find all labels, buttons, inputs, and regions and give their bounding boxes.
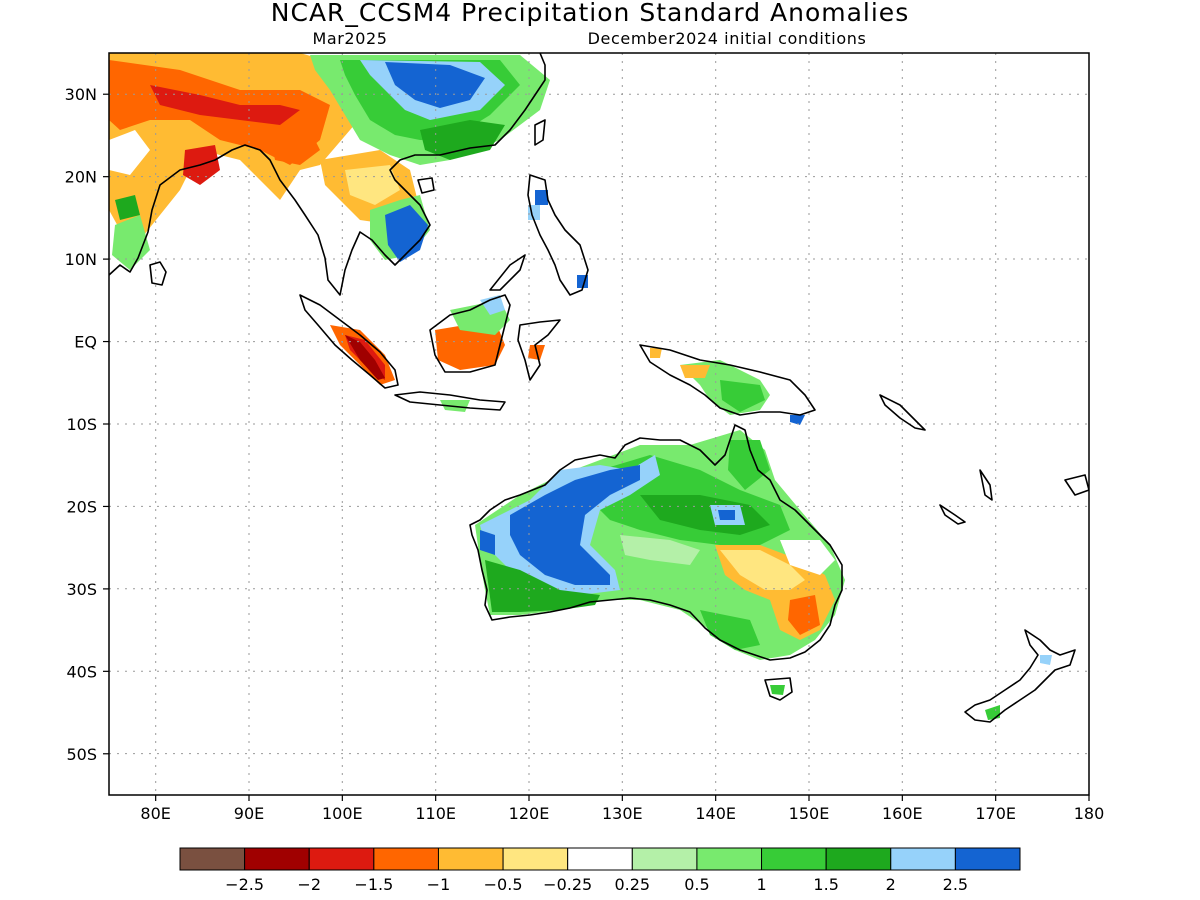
lon-tick-label: 140E [695,804,736,823]
colorbar-swatch [244,847,310,871]
colorbar-swatch [437,847,504,871]
colorbar-swatch [373,847,439,871]
lat-tick-label: 50S [66,745,97,764]
lon-tick-label: 120E [509,804,550,823]
anomaly-shading [109,53,1052,720]
latitude-axis: 30N 20N 10N EQ 10S 20S 30S 40S 50S [65,85,109,764]
colorbar-label: −2.5 [225,875,264,894]
lat-tick-label: EQ [74,333,97,352]
colorbar-swatch [502,847,569,871]
colorbar-swatch [696,847,763,871]
lat-tick-label: 30N [65,85,97,104]
lat-tick-label: 40S [66,662,97,681]
lat-tick-label: 30S [66,580,97,599]
colorbar-label: 1 [756,875,766,894]
lon-tick-label: 160E [882,804,923,823]
lon-tick-label: 100E [322,804,363,823]
lon-tick-label: 180 [1074,804,1105,823]
valid-month-label: Mar2025 [312,29,387,48]
init-conditions-label: December2024 initial conditions [588,29,867,48]
colorbar-swatch [308,847,375,871]
colorbar-label: −0.5 [484,875,523,894]
colorbar-swatch [567,847,633,871]
lat-tick-label: 20N [65,168,97,187]
colorbar-label: 1.5 [813,875,838,894]
lon-tick-label: 130E [602,804,643,823]
colorbar-label: 0.5 [684,875,709,894]
lat-tick-label: 10S [66,415,97,434]
colorbar-swatch [954,847,1021,871]
lon-tick-label: 170E [975,804,1016,823]
lon-tick-label: 80E [140,804,170,823]
lon-tick-label: 110E [415,804,456,823]
lon-tick-label: 90E [234,804,264,823]
colorbar-label: −1 [427,875,451,894]
colorbar-label: 2 [886,875,896,894]
colorbar-swatch [890,847,956,871]
lat-tick-label: 20S [66,497,97,516]
colorbar-label: −0.25 [543,875,592,894]
longitude-axis: 80E 90E 100E 110E 120E 130E 140E 150E 160E 170E 18… [140,795,1104,823]
colorbar: −2.5 −2 −1.5 −1 −0.5 −0.25 0.25 0.5 1 1.5 2 2.5 [179,847,1021,894]
graticule [109,53,1089,795]
map-title: NCAR_CCSM4 Precipitation Standard Anomal… [271,0,909,27]
coastlines [109,53,1089,723]
colorbar-label: 0.25 [614,875,650,894]
colorbar-swatch [179,847,246,871]
colorbar-label: −2 [297,875,321,894]
colorbar-label: 2.5 [943,875,968,894]
lon-tick-label: 150E [789,804,830,823]
colorbar-swatch [631,847,698,871]
colorbar-label: −1.5 [354,875,393,894]
colorbar-swatch [761,847,827,871]
lat-tick-label: 10N [65,250,97,269]
colorbar-swatch [825,847,892,871]
